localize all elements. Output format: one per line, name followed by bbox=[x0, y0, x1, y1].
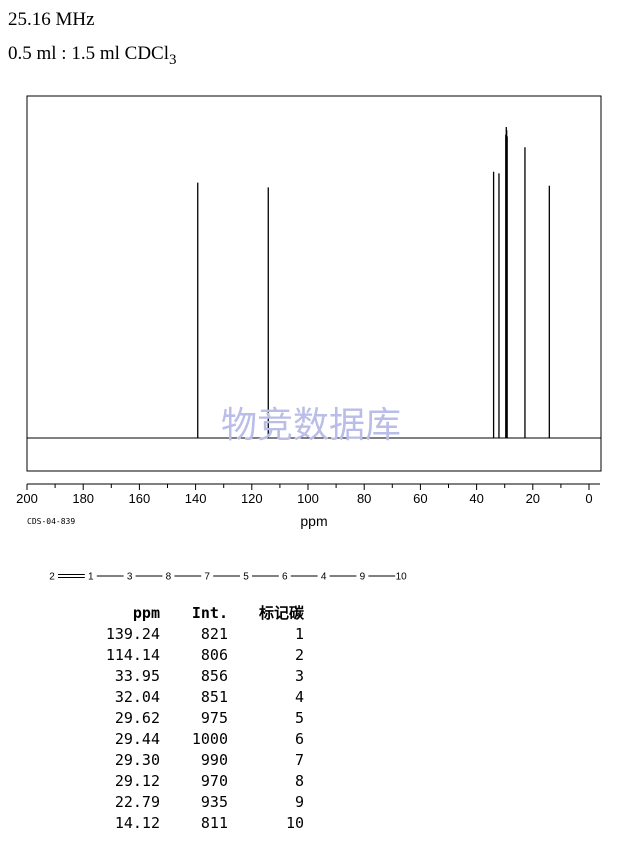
watermark: 物竞数据库 bbox=[221, 405, 401, 446]
x-tick-label: 200 bbox=[16, 491, 38, 506]
intensity-cell: 1000 bbox=[191, 730, 228, 748]
carbon-label-cell: 9 bbox=[294, 793, 304, 811]
spectrometer-frequency: 25.16 MHz bbox=[8, 9, 95, 30]
x-tick-label: 80 bbox=[357, 491, 371, 506]
ppm-cell: 139.24 bbox=[105, 625, 160, 643]
x-tick-label: 120 bbox=[241, 491, 263, 506]
x-tick-label: 100 bbox=[297, 491, 319, 506]
intensity-cell: 811 bbox=[200, 814, 228, 832]
chain-atom-label: 10 bbox=[396, 572, 408, 583]
ppm-cell: 29.62 bbox=[114, 709, 160, 727]
carbon-label-cell: 10 bbox=[285, 814, 304, 832]
table-row: 33.95 856 3 bbox=[86, 666, 304, 687]
table-row: 14.12 811 10 bbox=[86, 813, 304, 834]
peak-table: ppm Int. 标记碳 139.24 821 1 114.14 806 2 33.95 85… bbox=[86, 602, 304, 834]
chain-atom-label: 6 bbox=[282, 572, 288, 583]
x-tick-label: 60 bbox=[413, 491, 427, 506]
plot-frame bbox=[26, 95, 602, 472]
carbon-label-cell: 8 bbox=[294, 772, 304, 790]
chain-atom-label: 1 bbox=[88, 572, 94, 583]
intensity-cell: 990 bbox=[200, 751, 228, 769]
x-axis-title: ppm bbox=[300, 513, 327, 529]
ppm-cell: 29.12 bbox=[114, 772, 160, 790]
table-row: 29.12 970 8 bbox=[86, 771, 304, 792]
header-intensity: Int. bbox=[191, 603, 228, 622]
ppm-cell: 29.30 bbox=[114, 751, 160, 769]
header-ppm: ppm bbox=[132, 603, 160, 622]
carbon-label-cell: 7 bbox=[294, 751, 304, 769]
table-row: 114.14 806 2 bbox=[86, 645, 304, 666]
ppm-cell: 22.79 bbox=[114, 793, 160, 811]
chain-atom-label: 9 bbox=[360, 572, 366, 583]
carbon-label-cell: 1 bbox=[294, 625, 304, 643]
intensity-cell: 806 bbox=[200, 646, 228, 664]
x-tick-label: 20 bbox=[526, 491, 540, 506]
peak-table-header: ppm Int. 标记碳 bbox=[86, 602, 304, 624]
carbon-label-cell: 3 bbox=[294, 667, 304, 685]
intensity-cell: 856 bbox=[200, 667, 228, 685]
intensity-cell: 970 bbox=[200, 772, 228, 790]
x-tick-label: 0 bbox=[585, 491, 592, 506]
chain-atom-label: 3 bbox=[127, 572, 133, 583]
chain-atom-label: 4 bbox=[321, 572, 327, 583]
ppm-cell: 33.95 bbox=[114, 667, 160, 685]
table-row: 29.30 990 7 bbox=[86, 750, 304, 771]
x-axis-ticks: 200 180 160 140 120 100 80 60 40 20 0 bbox=[16, 484, 593, 506]
intensity-cell: 821 bbox=[200, 625, 228, 643]
chain-atom-label: 8 bbox=[166, 572, 172, 583]
solvent-label-subscript: 3 bbox=[169, 51, 177, 68]
ppm-cell: 29.44 bbox=[114, 730, 160, 748]
intensity-cell: 851 bbox=[200, 688, 228, 706]
header-carbon-label: 标记碳 bbox=[258, 603, 304, 622]
ppm-cell: 32.04 bbox=[114, 688, 160, 706]
x-tick-label: 140 bbox=[185, 491, 207, 506]
structure-chain: 2 1 3 8 7 5 6 4 9 10 bbox=[49, 572, 407, 583]
table-row: 22.79 935 9 bbox=[86, 792, 304, 813]
peak-table-body: 139.24 821 1 114.14 806 2 33.95 856 3 32.04 851 4 29… bbox=[86, 624, 304, 834]
spectrum-id: CDS-04-839 bbox=[27, 517, 75, 526]
solvent-label: 0.5 ml : 1.5 ml CDCl3 bbox=[8, 43, 177, 69]
carbon-label-cell: 5 bbox=[294, 709, 304, 727]
ppm-cell: 114.14 bbox=[105, 646, 160, 664]
carbon-label-cell: 4 bbox=[294, 688, 304, 706]
intensity-cell: 975 bbox=[200, 709, 228, 727]
solvent-label-main: 0.5 ml : 1.5 ml CDCl bbox=[8, 43, 169, 64]
x-tick-label: 180 bbox=[72, 491, 94, 506]
x-tick-label: 160 bbox=[129, 491, 151, 506]
x-tick-label: 40 bbox=[469, 491, 483, 506]
intensity-cell: 935 bbox=[200, 793, 228, 811]
peaks-group bbox=[197, 127, 550, 438]
table-row: 29.62 975 5 bbox=[86, 708, 304, 729]
table-row: 29.44 1000 6 bbox=[86, 729, 304, 750]
table-row: 139.24 821 1 bbox=[86, 624, 304, 645]
carbon-label-cell: 6 bbox=[294, 730, 304, 748]
chain-atom-label: 2 bbox=[49, 572, 55, 583]
chain-atom-label: 7 bbox=[204, 572, 210, 583]
ppm-cell: 14.12 bbox=[114, 814, 160, 832]
nmr-spectrum-chart: 200 180 160 140 120 100 80 60 40 20 0 物竞数据库 CDS-04… bbox=[16, 95, 602, 583]
table-row: 32.04 851 4 bbox=[86, 687, 304, 708]
carbon-label-cell: 2 bbox=[294, 646, 304, 664]
chain-atom-label: 5 bbox=[243, 572, 249, 583]
